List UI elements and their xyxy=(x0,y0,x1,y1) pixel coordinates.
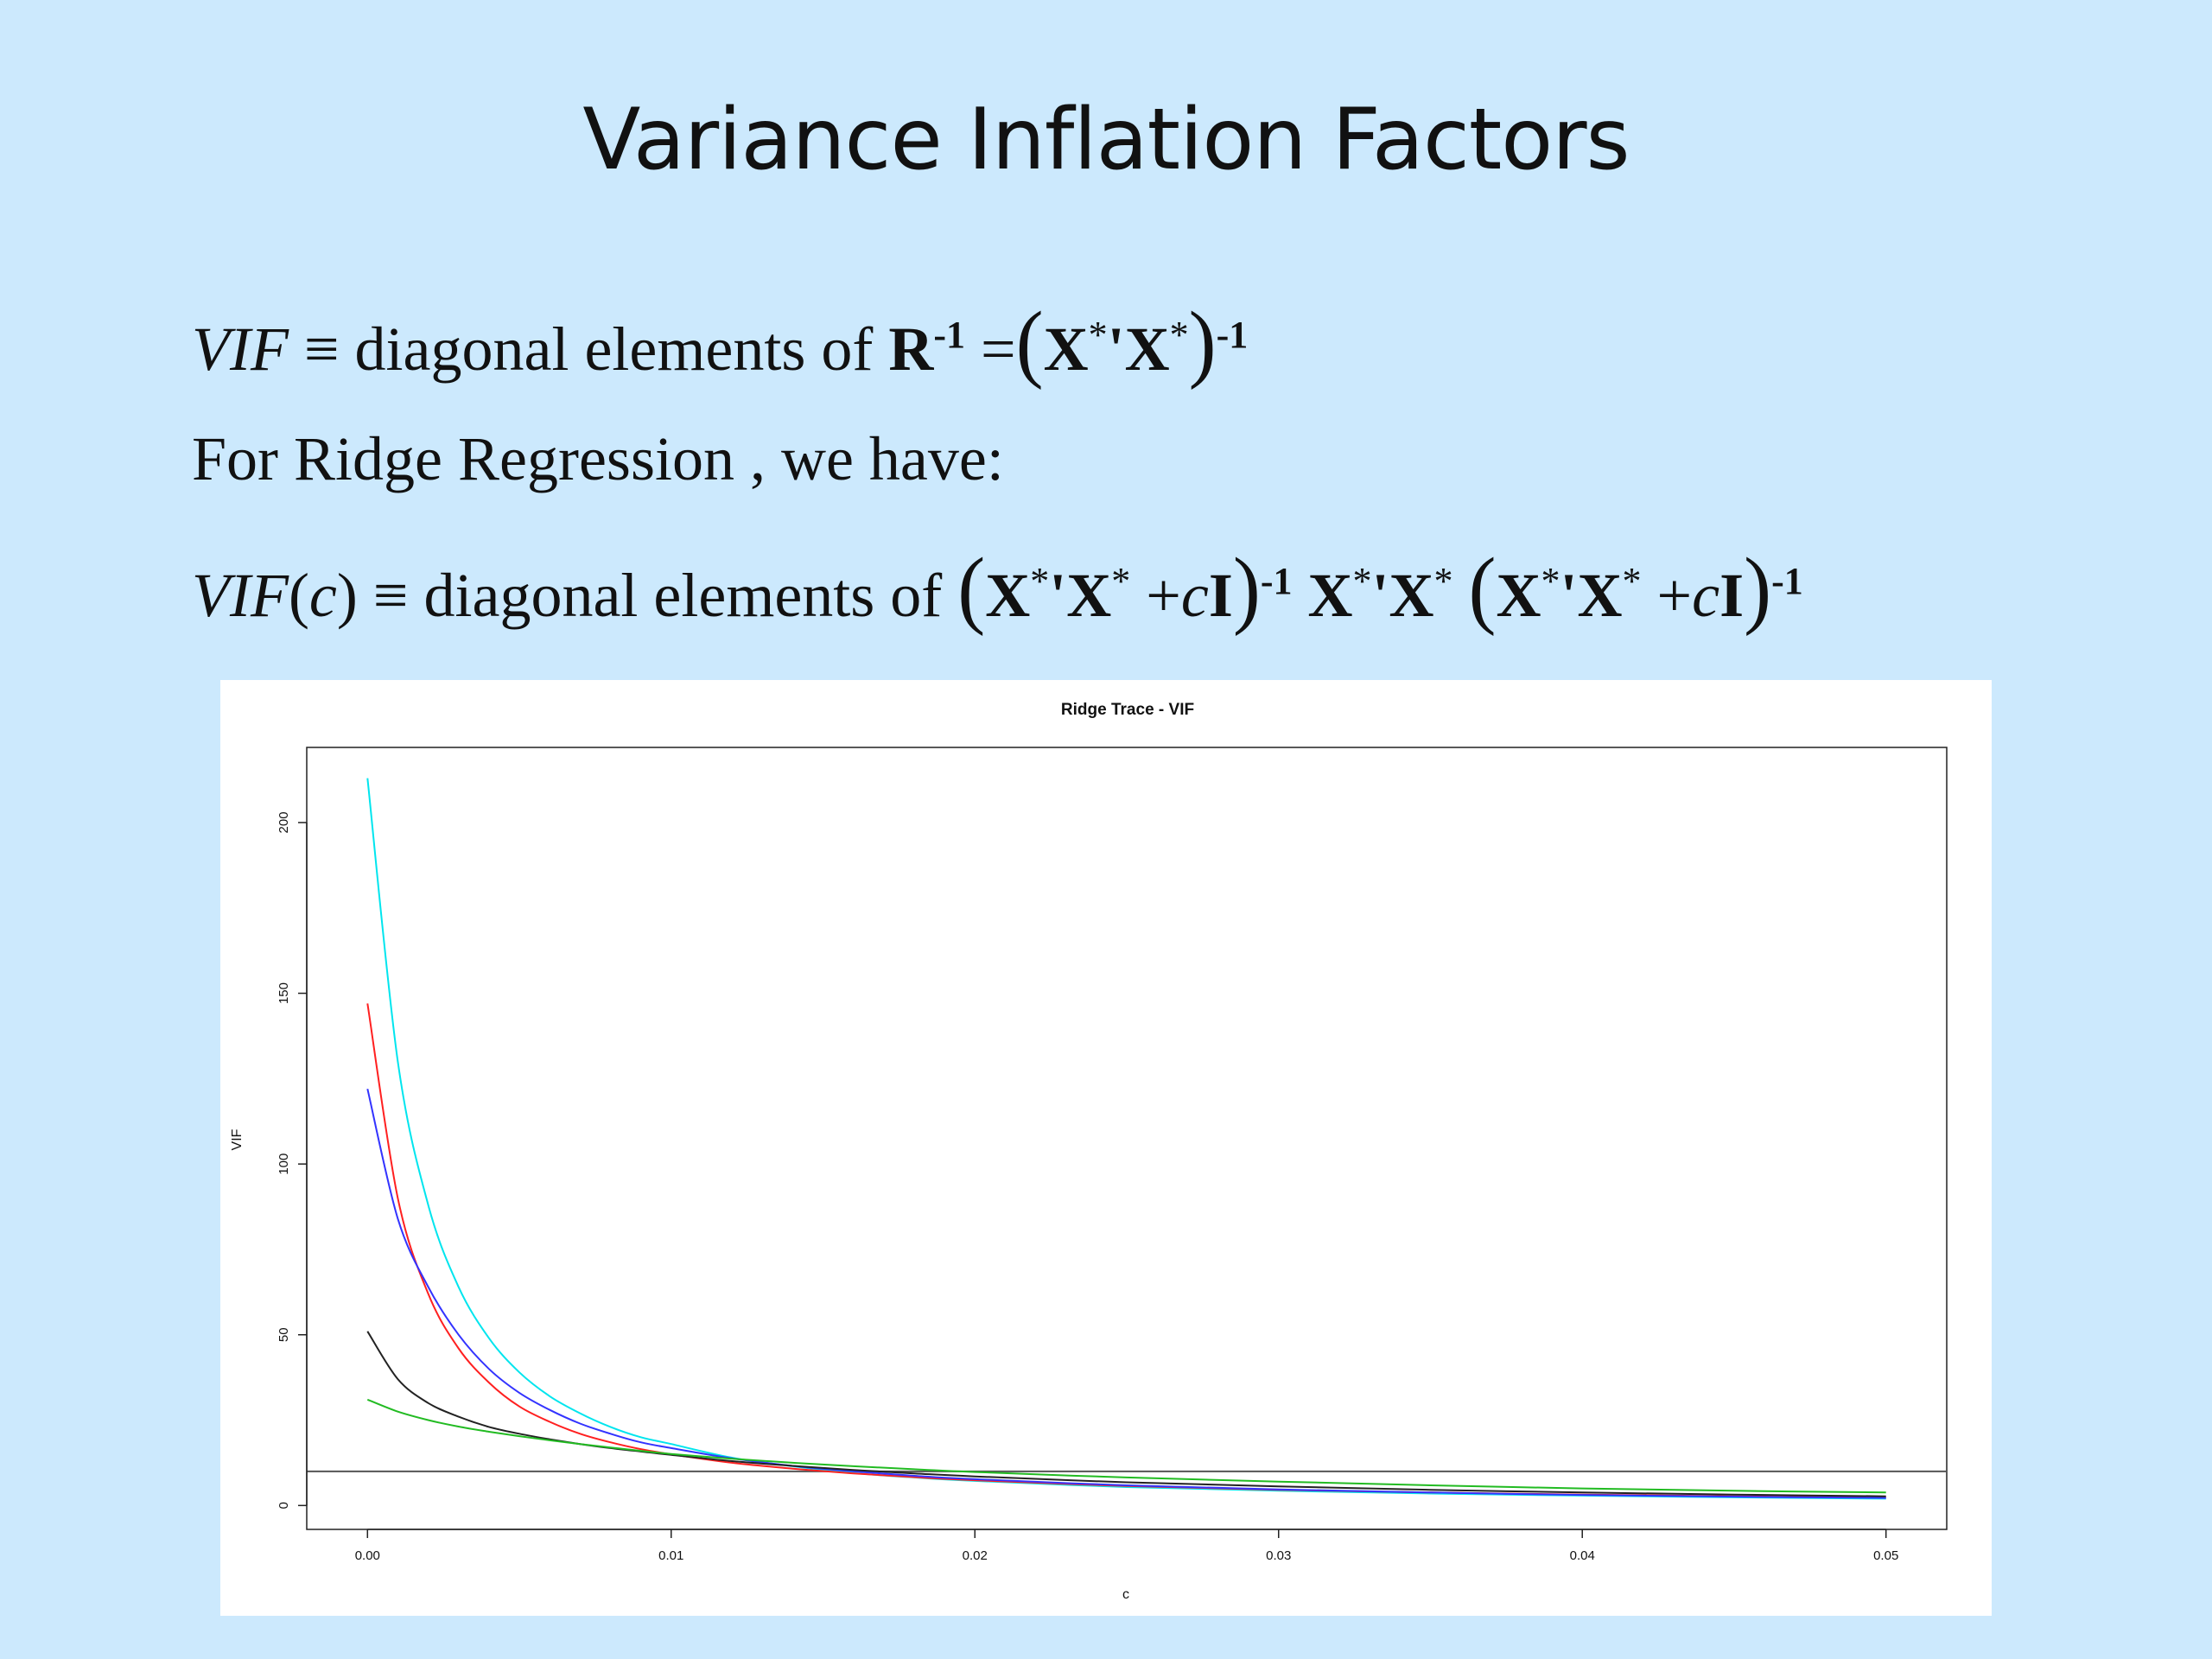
x-tick-label: 0.05 xyxy=(1873,1548,1898,1563)
chart-title: Ridge Trace - VIF xyxy=(1061,701,1194,719)
y-tick-label: 150 xyxy=(276,982,291,1004)
ridge-trace-chart: Ridge Trace - VIF 0.00 0.01 0.02 0.03 0.04 0.… xyxy=(220,680,1992,1616)
star-superscript: * xyxy=(1433,560,1453,602)
star-superscript: * xyxy=(1541,560,1560,602)
left-paren: ( xyxy=(1015,293,1044,391)
x-tick-label: 0.04 xyxy=(1570,1548,1595,1563)
chart-svg: Ridge Trace - VIF 0.00 0.01 0.02 0.03 0.04 0.… xyxy=(230,701,1948,1602)
identity-matrix: I xyxy=(1719,561,1745,630)
equation-text: diagonal elements of xyxy=(354,315,874,384)
inverse-superscript: -1 xyxy=(1216,314,1249,356)
star-superscript: * xyxy=(1352,560,1372,602)
prime-symbol: ' xyxy=(1107,315,1125,384)
matrix-x: X xyxy=(1043,315,1089,384)
star-superscript: * xyxy=(1111,560,1131,602)
arg-open: ( xyxy=(288,561,309,630)
matrix-x: X xyxy=(1124,315,1170,384)
arg-close: ) xyxy=(336,561,358,630)
inverse-superscript: -1 xyxy=(933,314,966,356)
star-superscript: * xyxy=(1622,560,1642,602)
matrix-r: R xyxy=(888,315,934,384)
matrix-x: X xyxy=(1307,561,1353,630)
matrix-x: X xyxy=(985,561,1031,630)
y-tick-label: 100 xyxy=(276,1154,291,1175)
identity-matrix: I xyxy=(1208,561,1233,630)
plus-symbol: + xyxy=(1656,561,1693,630)
series-line-cyan xyxy=(366,778,1886,1500)
equation-text: diagonal elements of xyxy=(423,561,943,630)
matrix-x: X xyxy=(1496,561,1541,630)
y-axis-title: VIF xyxy=(230,1128,245,1150)
c-symbol: c xyxy=(1692,561,1720,630)
series-line-green xyxy=(366,1398,1886,1494)
matrix-x: X xyxy=(1066,561,1112,630)
prime-symbol: ' xyxy=(1560,561,1578,630)
equiv-symbol: ≡ xyxy=(303,315,340,384)
y-tick-label: 50 xyxy=(276,1327,291,1342)
series-line-blue xyxy=(366,1088,1886,1499)
star-superscript: * xyxy=(1030,560,1050,602)
prime-symbol: ' xyxy=(1371,561,1389,630)
inverse-superscript: -1 xyxy=(1260,560,1293,602)
right-paren: ) xyxy=(1232,539,1261,637)
vif-symbol: VIF xyxy=(192,561,289,630)
series-line-black xyxy=(366,1331,1886,1497)
series-line-red xyxy=(366,1003,1886,1499)
equiv-symbol: ≡ xyxy=(372,561,409,630)
ridge-vif-equation: VIF(c) ≡ diagonal elements of (X*'X* +cI… xyxy=(192,539,1803,637)
y-tick-label: 0 xyxy=(276,1502,291,1509)
x-tick-label: 0.00 xyxy=(355,1548,380,1563)
left-paren: ( xyxy=(957,539,986,637)
slide-title: Variance Inflation Factors xyxy=(582,91,1630,189)
vif-definition-equation: VIF ≡ diagonal elements of R-1 =(X*'X*)-… xyxy=(192,293,1249,391)
x-tick-label: 0.03 xyxy=(1266,1548,1291,1563)
star-superscript: * xyxy=(1088,314,1108,356)
right-paren: ) xyxy=(1744,539,1772,637)
c-symbol: c xyxy=(1180,561,1209,630)
y-tick-label: 200 xyxy=(276,811,291,833)
left-paren: ( xyxy=(1468,539,1497,637)
c-symbol: c xyxy=(308,561,337,630)
prime-symbol: ' xyxy=(1049,561,1067,630)
inverse-superscript: -1 xyxy=(1771,560,1803,602)
x-tick-label: 0.01 xyxy=(658,1548,683,1563)
x-axis-title: c xyxy=(1122,1587,1129,1602)
ridge-regression-statement: For Ridge Regression , we have: xyxy=(192,424,1004,493)
x-tick-label: 0.02 xyxy=(963,1548,988,1563)
plus-symbol: + xyxy=(1146,561,1181,630)
equals-symbol: = xyxy=(981,315,1016,384)
matrix-x: X xyxy=(1389,561,1434,630)
star-superscript: * xyxy=(1169,314,1189,356)
vif-symbol: VIF xyxy=(192,315,289,384)
right-paren: ) xyxy=(1188,293,1217,391)
matrix-x: X xyxy=(1577,561,1623,630)
